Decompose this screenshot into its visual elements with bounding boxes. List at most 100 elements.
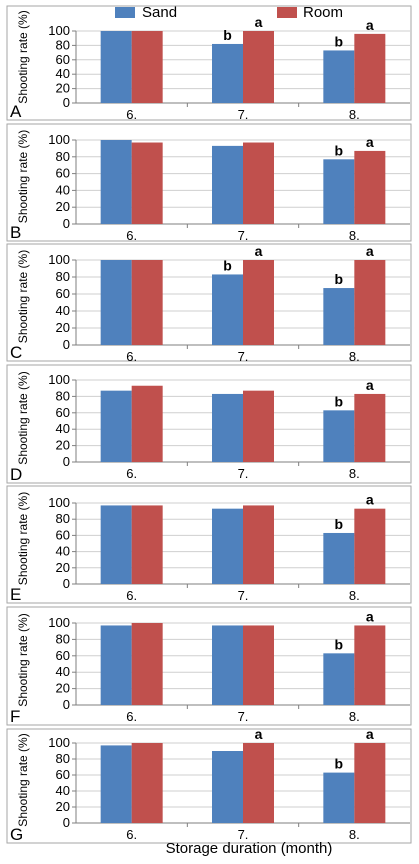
x-tick-label: 7. <box>238 466 249 481</box>
legend: Sand Room <box>115 4 343 21</box>
bar-sand <box>323 288 355 345</box>
y-tick-label: 40 <box>56 664 70 679</box>
bar-room <box>243 390 274 462</box>
y-tick-label: 0 <box>63 576 70 591</box>
bar-room <box>131 260 163 345</box>
panel-frame <box>6 243 412 362</box>
bar-sand <box>100 390 132 462</box>
x-tick-label: 8. <box>349 466 360 481</box>
significance-label: a <box>255 726 263 742</box>
bar-sand <box>323 159 355 224</box>
y-tick-label: 20 <box>56 799 70 814</box>
x-tick-label: 6. <box>126 228 137 243</box>
bar-room <box>354 33 386 103</box>
bar-room <box>354 743 386 823</box>
panel-letter: D <box>10 465 22 484</box>
bar-sand <box>212 393 243 462</box>
y-tick-label: 0 <box>63 95 70 110</box>
x-tick-label: 6. <box>126 466 137 481</box>
panel-letter: F <box>10 707 20 726</box>
y-axis-label: Shooting rate (%) <box>16 613 30 706</box>
x-tick-label: 8. <box>349 349 360 364</box>
bar-sand <box>100 31 132 103</box>
significance-label: b <box>223 257 232 273</box>
x-tick-label: 7. <box>238 588 249 603</box>
legend-label-room: Room <box>303 4 343 21</box>
y-tick-label: 60 <box>56 286 70 301</box>
bar-sand <box>212 274 243 345</box>
y-tick-label: 100 <box>48 132 70 147</box>
y-tick-label: 100 <box>48 615 70 630</box>
bar-room <box>131 505 163 584</box>
significance-label: b <box>335 271 344 287</box>
y-axis-label: Shooting rate (%) <box>16 130 30 223</box>
x-tick-label: 8. <box>349 228 360 243</box>
bar-room <box>354 508 386 584</box>
panel-letter: G <box>10 825 23 844</box>
y-tick-label: 40 <box>56 66 70 81</box>
x-tick-label: 6. <box>126 588 137 603</box>
significance-label: b <box>335 33 344 49</box>
legend-swatch-room <box>277 7 297 18</box>
bar-room <box>131 623 163 705</box>
y-tick-label: 20 <box>56 81 70 96</box>
y-tick-label: 40 <box>56 182 70 197</box>
x-tick-label: 6. <box>126 107 137 122</box>
bar-room <box>243 142 274 224</box>
significance-label: b <box>335 142 344 158</box>
significance-label: b <box>335 516 344 532</box>
y-tick-label: 80 <box>56 751 70 766</box>
bar-sand <box>212 625 243 705</box>
x-tick-label: 7. <box>238 709 249 724</box>
bar-sand <box>323 653 355 705</box>
y-axis-label: Shooting rate (%) <box>16 733 30 826</box>
significance-label: a <box>255 243 263 259</box>
bar-room <box>131 385 163 462</box>
y-tick-label: 0 <box>63 337 70 352</box>
bar-room <box>131 31 163 103</box>
x-tick-label: 7. <box>238 827 249 842</box>
x-tick-label: 6. <box>126 827 137 842</box>
bar-sand <box>323 50 355 103</box>
panel-frame <box>6 606 412 726</box>
y-tick-label: 80 <box>56 511 70 526</box>
x-tick-label: 7. <box>238 107 249 122</box>
y-axis-label: Shooting rate (%) <box>16 250 30 343</box>
panel-letter: E <box>10 585 21 604</box>
bar-sand <box>212 43 243 103</box>
y-tick-label: 0 <box>63 454 70 469</box>
legend-label-sand: Sand <box>142 4 177 21</box>
y-tick-label: 80 <box>56 149 70 164</box>
significance-label: a <box>366 17 374 33</box>
panel-c: 0 20 40 60 80 100 Shooting rate (%)C 6. 7. b a 8. b a <box>6 243 412 364</box>
x-tick-label: 6. <box>126 349 137 364</box>
y-tick-label: 80 <box>56 631 70 646</box>
y-tick-label: 20 <box>56 681 70 696</box>
y-tick-label: 100 <box>48 252 70 267</box>
y-tick-label: 20 <box>56 320 70 335</box>
y-tick-label: 0 <box>63 815 70 830</box>
significance-label: a <box>366 608 374 624</box>
y-tick-label: 60 <box>56 166 70 181</box>
bar-room <box>243 743 274 823</box>
significance-label: a <box>366 134 374 150</box>
bar-sand <box>100 625 132 705</box>
y-tick-label: 40 <box>56 783 70 798</box>
y-tick-label: 60 <box>56 405 70 420</box>
bar-sand <box>100 140 132 224</box>
bar-sand <box>100 260 132 345</box>
significance-label: b <box>335 636 344 652</box>
y-tick-label: 0 <box>63 697 70 712</box>
y-tick-label: 60 <box>56 527 70 542</box>
x-tick-label: 7. <box>238 349 249 364</box>
y-tick-label: 0 <box>63 216 70 231</box>
bar-sand <box>323 532 355 584</box>
bar-sand <box>100 505 132 584</box>
